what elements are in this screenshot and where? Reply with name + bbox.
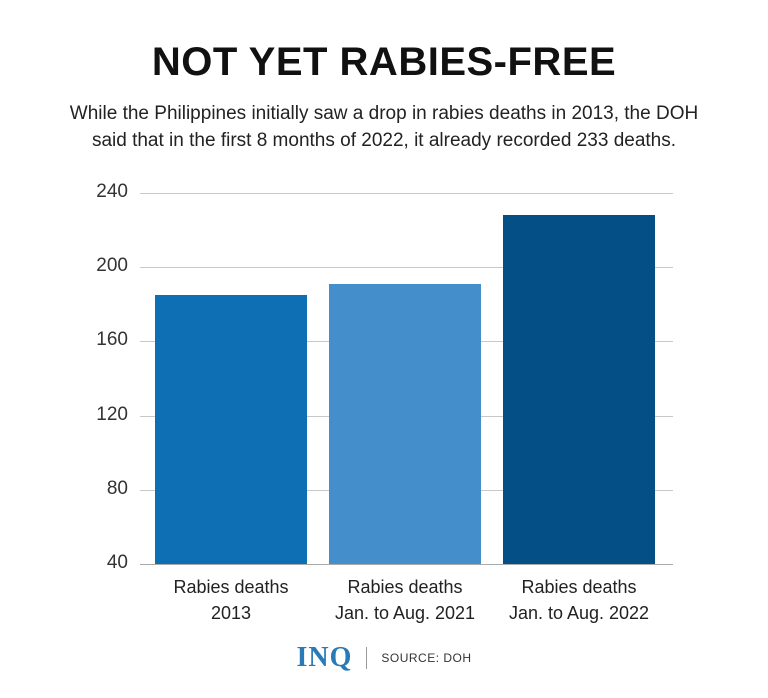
x-label-line: Rabies deaths [173,577,289,597]
x-label-line: Rabies deaths [347,577,463,597]
gridline [140,193,673,194]
x-label-line: Jan. to Aug. 2022 [508,603,650,623]
plot-area: 240 200 160 120 80 40 [96,181,673,573]
chart-subtitle: While the Philippines initially saw a dr… [69,103,699,151]
source-label: SOURCE: DOH [381,651,472,665]
bar-2021 [329,283,481,564]
footer: INQ SOURCE: DOH [0,642,768,674]
x-label-2022: Rabies deaths Jan. to Aug. 2022 [479,574,679,626]
inq-logo: INQ [296,642,353,673]
gridline [140,267,673,268]
x-label-line: 2013 [210,603,252,623]
y-tick-label: 160 [96,329,128,350]
x-label-line: Rabies deaths [521,577,637,597]
bar-2022 [503,215,655,564]
x-label-2013: Rabies deaths 2013 [131,574,331,626]
x-axis-baseline [140,564,673,565]
chart-title: NOT YET RABIES-FREE [151,40,617,84]
bar-2013 [155,295,307,564]
y-tick-label: 80 [106,478,128,499]
y-tick-label: 120 [96,404,128,425]
y-tick-label: 240 [96,181,128,202]
y-tick-label: 40 [106,552,128,573]
x-label-2021: Rabies deaths Jan. to Aug. 2021 [305,574,505,626]
y-tick-label: 200 [96,255,128,276]
x-label-line: Jan. to Aug. 2021 [334,603,476,623]
divider [366,647,368,669]
